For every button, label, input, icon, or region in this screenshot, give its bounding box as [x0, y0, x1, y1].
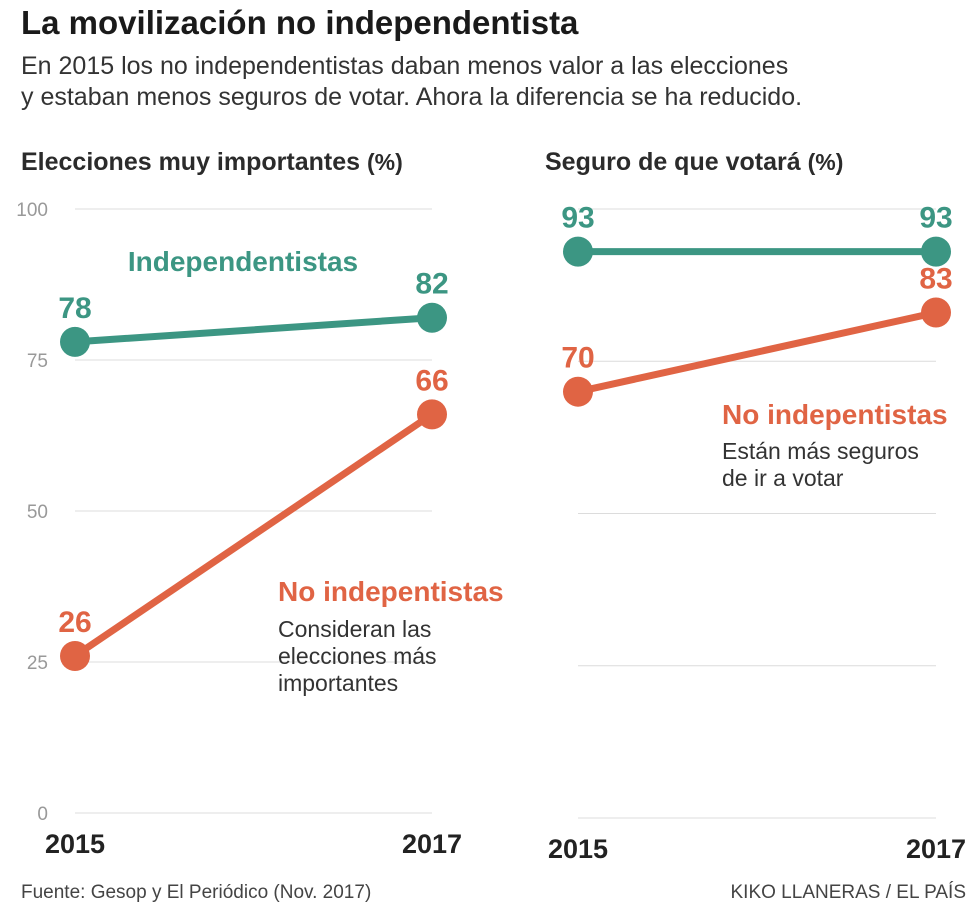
panel-title-certainty: Seguro de que votará (%): [545, 148, 843, 177]
data-label: 70: [561, 342, 594, 375]
panel-title-unit: (%): [366, 149, 403, 175]
data-label: 66: [415, 364, 448, 397]
series-line: [574, 309, 940, 396]
data-point: [417, 399, 447, 430]
data-point: [60, 640, 90, 671]
y-tick-label: 0: [37, 804, 48, 825]
series-line: [71, 314, 436, 346]
annotation-line: Consideran las: [278, 616, 431, 642]
source-note: Fuente: Gesop y El Periódico (Nov. 2017): [21, 882, 372, 903]
series-label: No indepentistas: [278, 576, 504, 607]
x-tick-label: 2015: [45, 829, 105, 859]
data-point: [563, 376, 593, 407]
series-line: [71, 410, 436, 660]
panel-title-text: Elecciones muy importantes: [21, 148, 361, 176]
x-tick-label: 2017: [906, 834, 966, 864]
panel-title-text: Seguro de que votará: [545, 148, 801, 176]
data-label: 26: [58, 606, 91, 639]
data-point: [921, 236, 951, 267]
subtitle-line: y estaban menos seguros de votar. Ahora …: [21, 83, 803, 111]
y-tick-label: 75: [27, 351, 48, 372]
chart-title: La movilización no independentista: [21, 4, 579, 41]
subtitle-line: En 2015 los no independentistas daban me…: [21, 52, 789, 80]
data-label: 78: [58, 292, 91, 325]
annotation-line: Están más seguros: [722, 438, 919, 464]
y-tick-label: 50: [27, 502, 48, 523]
series-label: Independentistas: [128, 246, 358, 277]
chart-subtitle: En 2015 los no independentistas daban me…: [21, 51, 921, 113]
y-tick-label: 100: [16, 200, 48, 221]
annotation-line: importantes: [278, 670, 398, 696]
data-label: 93: [561, 202, 594, 235]
series-label: No indepentistas: [722, 399, 948, 430]
data-point: [563, 236, 593, 267]
y-tick-label: 25: [27, 653, 48, 674]
panel-title-unit: (%): [807, 149, 844, 175]
data-label: 82: [415, 268, 448, 301]
data-label: 83: [919, 263, 952, 296]
data-point: [60, 326, 90, 357]
x-tick-label: 2015: [548, 834, 608, 864]
x-tick-label: 2017: [402, 829, 462, 859]
data-point: [417, 302, 447, 333]
annotation-line: de ir a votar: [722, 465, 844, 491]
data-label: 93: [919, 202, 952, 235]
data-point: [921, 297, 951, 328]
credit: KIKO LLANERAS / EL PAÍS: [730, 882, 967, 903]
panel-title-importance: Elecciones muy importantes (%): [21, 148, 403, 177]
annotation-line: elecciones más: [278, 643, 437, 669]
